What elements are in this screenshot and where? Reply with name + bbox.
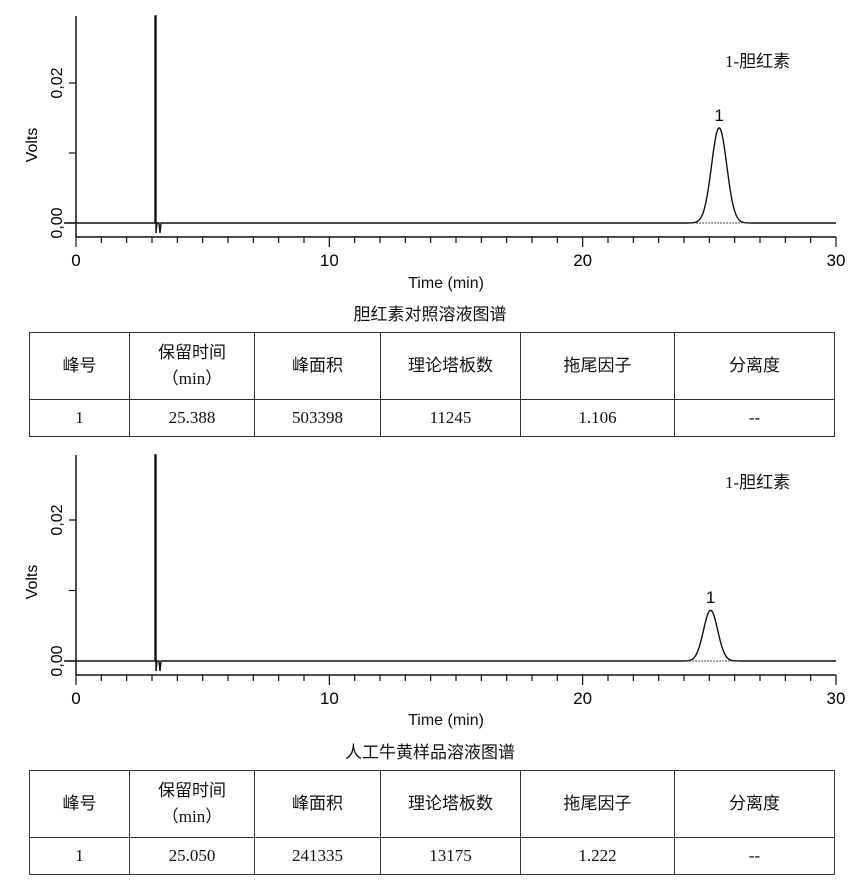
x-tick-label: 10: [320, 689, 339, 708]
header-peak-no: 峰号: [29, 770, 130, 838]
y-tick-label: 0,02: [49, 67, 66, 98]
cell: 1: [29, 837, 130, 875]
table-2: 峰号 保留时间 （min） 峰面积 理论塔板数 拖尾因子 分离度 1 25.050…: [29, 770, 835, 875]
header-retention: 保留时间 （min）: [129, 770, 255, 838]
cell: 25.388: [129, 399, 255, 437]
y-tick-label: 0,02: [49, 504, 66, 535]
cell: --: [674, 399, 835, 437]
x-tick-label: 20: [573, 251, 592, 270]
chart2-caption: 人工牛黄样品溶液图谱: [345, 743, 515, 762]
header-tailing: 拖尾因子: [520, 770, 675, 838]
cell: 1.222: [520, 837, 675, 875]
peak-label: 1: [706, 588, 715, 607]
header-retention: 保留时间 （min）: [129, 332, 255, 400]
x-tick-label: 20: [573, 689, 592, 708]
cell: 13175: [380, 837, 521, 875]
header-peak-no: 峰号: [29, 332, 130, 400]
table-row: 1 25.050 241335 13175 1.222 --: [29, 837, 835, 875]
chromatogram-trace: [64, 454, 836, 672]
table-row: 1 25.388 503398 11245 1.106 --: [29, 399, 835, 437]
header-area: 峰面积: [254, 332, 381, 400]
y-axis-label: Volts: [24, 128, 41, 163]
cell: 1: [29, 399, 130, 437]
chart1-xlabel: Time (min): [408, 275, 484, 292]
x-tick-label: 30: [827, 251, 846, 270]
y-axis-label: Volts: [24, 565, 41, 600]
header-plates: 理论塔板数: [380, 332, 521, 400]
table-1: 峰号 保留时间 （min） 峰面积 理论塔板数 拖尾因子 分离度 1 25.388…: [29, 332, 835, 437]
y-tick-label: 0,00: [49, 645, 66, 676]
header-area: 峰面积: [254, 770, 381, 838]
header-resolution: 分离度: [674, 770, 835, 838]
header-plates: 理论塔板数: [380, 770, 521, 838]
chromatogram-trace: [64, 15, 836, 234]
chart-1: 0 10 20 30 0,00 0,02 Volts 1: [24, 15, 846, 270]
chart2-xlabel: Time (min): [408, 712, 484, 729]
chart-2: 0 10 20 30 0,00 0,02 Volts 1: [24, 454, 846, 708]
x-tick-label: 0: [71, 251, 80, 270]
y-tick-label: 0,00: [49, 207, 66, 238]
x-tick-label: 30: [827, 689, 846, 708]
cell: 25.050: [129, 837, 255, 875]
chart1-legend: 1-胆红素: [725, 52, 791, 71]
chart2-legend: 1-胆红素: [725, 473, 791, 492]
cell: 1.106: [520, 399, 675, 437]
x-tick-label: 0: [71, 689, 80, 708]
header-resolution: 分离度: [674, 332, 835, 400]
cell: --: [674, 837, 835, 875]
x-tick-label: 10: [320, 251, 339, 270]
header-tailing: 拖尾因子: [520, 332, 675, 400]
peak-label: 1: [714, 106, 723, 125]
cell: 241335: [254, 837, 381, 875]
chart1-caption: 胆红素对照溶液图谱: [353, 305, 507, 324]
cell: 11245: [380, 399, 521, 437]
cell: 503398: [254, 399, 381, 437]
